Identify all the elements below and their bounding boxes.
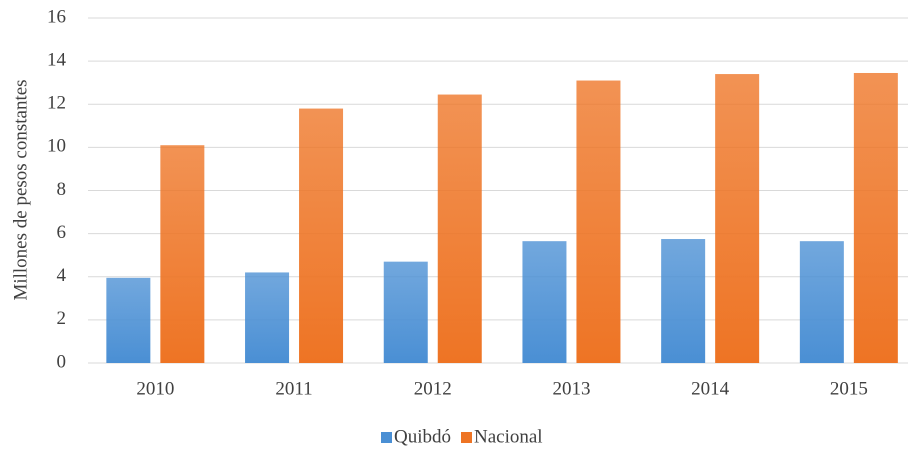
y-tick-label: 12 bbox=[47, 93, 66, 114]
bar bbox=[522, 241, 567, 363]
y-tick-label: 4 bbox=[57, 265, 67, 286]
x-tick-label: 2010 bbox=[136, 378, 174, 399]
y-tick-label: 10 bbox=[47, 136, 66, 157]
y-tick-label: 8 bbox=[57, 179, 67, 200]
bar bbox=[853, 72, 898, 363]
y-tick-label: 14 bbox=[47, 49, 67, 70]
x-tick-label: 2015 bbox=[830, 378, 868, 399]
bar bbox=[160, 145, 205, 363]
x-tick-label: 2014 bbox=[691, 378, 730, 399]
y-tick-label: 6 bbox=[57, 222, 67, 243]
bar bbox=[383, 261, 428, 363]
bar bbox=[799, 241, 844, 363]
x-tick-label: 2013 bbox=[552, 378, 590, 399]
bar bbox=[661, 239, 706, 363]
bar bbox=[299, 108, 344, 363]
bar bbox=[106, 277, 151, 363]
legend-label: Quibdó bbox=[394, 426, 451, 447]
y-tick-label: 0 bbox=[57, 351, 67, 372]
legend-swatch bbox=[381, 432, 392, 443]
bar bbox=[437, 94, 482, 363]
x-tick-label: 2011 bbox=[275, 378, 312, 399]
legend-label: Nacional bbox=[474, 426, 543, 447]
y-tick-label: 2 bbox=[57, 308, 67, 329]
y-axis-label: Millones de pesos constantes bbox=[10, 79, 31, 300]
bar bbox=[715, 74, 760, 363]
y-tick-label: 16 bbox=[47, 6, 66, 27]
bar bbox=[576, 80, 621, 363]
x-tick-label: 2012 bbox=[414, 378, 452, 399]
legend-swatch bbox=[461, 432, 472, 443]
bar bbox=[245, 272, 290, 363]
